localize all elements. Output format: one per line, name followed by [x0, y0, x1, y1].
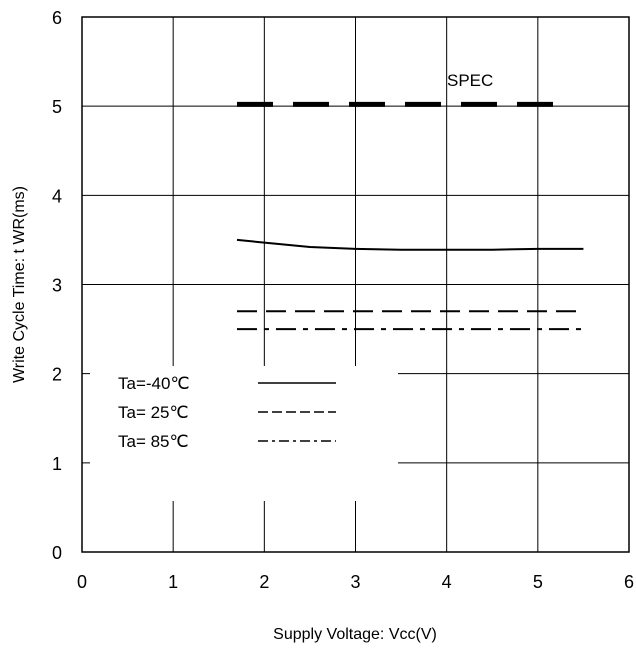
- y-tick-label: 3: [52, 276, 62, 296]
- x-tick-labels: 0 1 2 3 4 5 6: [77, 572, 634, 592]
- series-group: [236, 238, 584, 331]
- x-axis-label: Supply Voltage: Vcc(V): [273, 626, 437, 643]
- y-tick-label: 4: [52, 186, 62, 206]
- legend: Ta=-40℃ Ta= 25℃ Ta= 85℃: [90, 366, 398, 501]
- spec-label: SPEC: [447, 71, 493, 90]
- y-tick-labels: 0 1 2 3 4 5 6: [52, 8, 62, 563]
- legend-background: [90, 366, 398, 501]
- legend-label: Ta= 25℃: [118, 403, 189, 422]
- x-tick-label: 4: [442, 572, 452, 592]
- x-tick-label: 1: [168, 572, 178, 592]
- y-tick-label: 5: [52, 97, 62, 117]
- x-tick-label: 2: [259, 572, 269, 592]
- x-tick-label: 3: [350, 572, 360, 592]
- x-tick-label: 6: [624, 572, 634, 592]
- legend-label: Ta= 85℃: [118, 432, 189, 451]
- x-tick-label: 5: [533, 572, 543, 592]
- y-tick-label: 0: [52, 543, 62, 563]
- spec-annotation: SPEC: [236, 71, 570, 107]
- plot-frame: [81, 16, 630, 553]
- y-tick-label: 1: [52, 454, 62, 474]
- x-tick-label: 0: [77, 572, 87, 592]
- series-line-solid: [236, 238, 584, 251]
- y-tick-label: 6: [52, 8, 62, 28]
- y-axis-label: Write Cycle Time: t WR(ms): [11, 186, 28, 383]
- legend-label: Ta=-40℃: [118, 374, 190, 393]
- y-tick-label: 2: [52, 365, 62, 385]
